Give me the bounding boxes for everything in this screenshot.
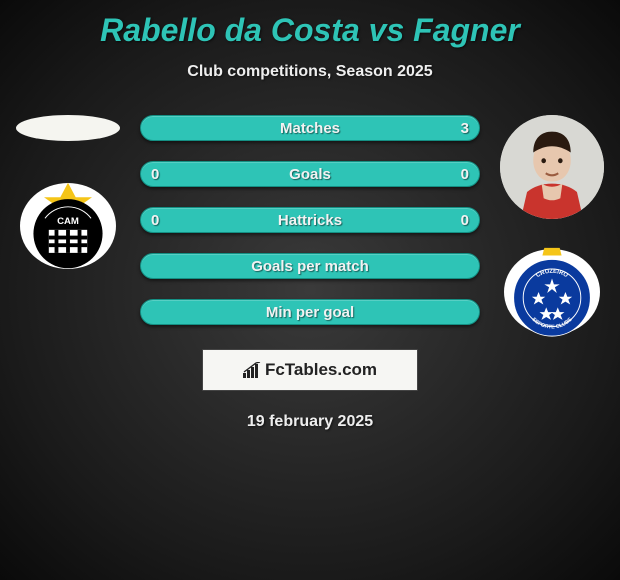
stat-label: Hattricks xyxy=(278,212,342,229)
club-badge-cam-icon: CAM xyxy=(20,178,116,274)
stat-left-value: 0 xyxy=(151,166,159,183)
stats-list: Matches 3 0 Goals 0 0 Hattricks 0 Goals … xyxy=(140,115,480,325)
stat-right-value: 3 xyxy=(461,120,469,137)
stat-row-min-per-goal: Min per goal xyxy=(140,299,480,325)
stat-label: Min per goal xyxy=(266,304,354,321)
stat-label: Matches xyxy=(280,120,340,137)
club-badge-cruzeiro-icon: CRUZEIRO ESPORTE CLUBE xyxy=(504,244,600,340)
stat-label: Goals per match xyxy=(251,258,369,275)
right-player-column: CRUZEIRO ESPORTE CLUBE xyxy=(492,115,612,335)
stat-row-hattricks: 0 Hattricks 0 xyxy=(140,207,480,233)
player-silhouette-icon xyxy=(500,115,604,219)
subtitle: Club competitions, Season 2025 xyxy=(0,63,620,81)
stat-label: Goals xyxy=(289,166,331,183)
right-club-badge: CRUZEIRO ESPORTE CLUBE xyxy=(504,249,600,335)
left-player-column: CAM xyxy=(8,115,128,269)
brand-box: FcTables.com xyxy=(202,349,418,391)
left-club-badge: CAM xyxy=(20,183,116,269)
stat-row-goals-per-match: Goals per match xyxy=(140,253,480,279)
stat-left-value: 0 xyxy=(151,212,159,229)
stat-right-value: 0 xyxy=(461,212,469,229)
stat-row-matches: Matches 3 xyxy=(140,115,480,141)
stat-row-goals: 0 Goals 0 xyxy=(140,161,480,187)
club-abbrev-text: CAM xyxy=(57,216,79,227)
right-player-avatar xyxy=(500,115,604,219)
comparison-content: CAM xyxy=(0,115,620,431)
page-title: Rabello da Costa vs Fagner xyxy=(0,0,620,49)
stat-right-value: 0 xyxy=(461,166,469,183)
date-label: 19 february 2025 xyxy=(0,413,620,431)
bar-chart-icon xyxy=(243,362,261,378)
left-player-avatar-placeholder xyxy=(16,115,120,141)
brand-label: FcTables.com xyxy=(265,360,377,380)
